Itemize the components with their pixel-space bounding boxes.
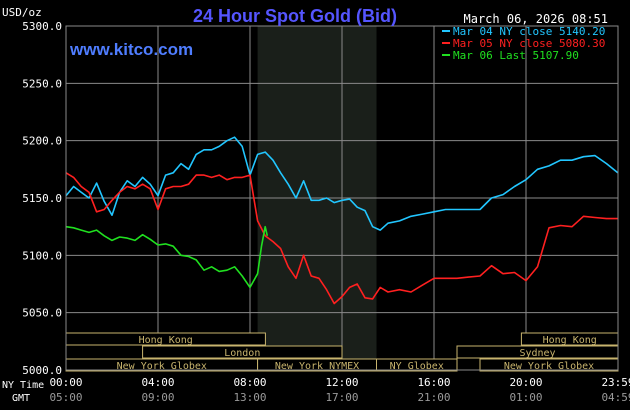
- y-tick-label: 5200.0: [22, 135, 62, 148]
- market-session-label: Hong Kong: [543, 335, 597, 346]
- x-tick-label-ny: 04:00: [141, 376, 174, 389]
- series-line: [65, 172, 618, 305]
- x-tick-label-gmt: 21:00: [417, 391, 450, 404]
- market-session-label: New York Globex: [117, 361, 207, 372]
- market-session-label: New York Globex: [504, 361, 594, 372]
- x-tick-label-ny: 23:59: [601, 376, 630, 389]
- x-tick-label-ny: 16:00: [417, 376, 450, 389]
- market-session-label: New York NYMEX: [275, 361, 359, 372]
- plot-border: [65, 25, 619, 371]
- market-session-label: NY Globex: [390, 361, 444, 372]
- x-tick-label-ny: 00:00: [49, 376, 82, 389]
- x-tick-label-gmt: 05:00: [49, 391, 82, 404]
- date-time-stamp: March 06, 2026 08:51: [464, 12, 609, 26]
- x-tick-label-gmt: 09:00: [141, 391, 174, 404]
- x-tick-label-gmt: 01:00: [509, 391, 542, 404]
- y-tick-label: 5300.0: [22, 20, 62, 33]
- x-tick-label-ny: 12:00: [325, 376, 358, 389]
- y-tick-label: 5150.0: [22, 192, 62, 205]
- x-tick-label-gmt: 13:00: [233, 391, 266, 404]
- series-line: [65, 136, 619, 231]
- gmt-label: GMT: [12, 393, 30, 404]
- ny-time-label: NY Time: [2, 380, 44, 391]
- y-axis-tick-labels: 5300.0 5250.0 5200.0 5150.0 5100.0 5050.0 5000…: [22, 20, 62, 377]
- y-tick-label: 5050.0: [22, 307, 62, 320]
- chart-title: 24 Hour Spot Gold (Bid): [193, 6, 397, 26]
- y-tick-label: 5250.0: [22, 77, 62, 90]
- website-link[interactable]: www.kitco.com: [69, 40, 193, 59]
- x-tick-label-ny: 08:00: [233, 376, 266, 389]
- market-session-bars: Hong Kong Hong Kong London Sydney New York G…: [65, 332, 619, 372]
- x-tick-label-gmt: 17:00: [325, 391, 358, 404]
- series-line: [65, 225, 269, 289]
- market-session-label: Sydney: [519, 348, 555, 359]
- legend-entry: Mar 04 NY close 5140.20: [453, 25, 605, 38]
- x-axis-tick-labels: 00:00 05:00 04:00 09:00 08:00 13:00 12:00 17:00…: [49, 376, 630, 404]
- market-session-bar: [142, 345, 343, 359]
- unit-label: USD/oz: [2, 6, 42, 19]
- y-tick-label: 5100.0: [22, 249, 62, 262]
- x-tick-label-ny: 20:00: [509, 376, 542, 389]
- market-session-label: Hong Kong: [139, 335, 193, 346]
- x-tick-label-gmt: 04:59: [601, 391, 630, 404]
- y-tick-label: 5000.0: [22, 364, 62, 377]
- market-session-label: London: [224, 348, 260, 359]
- price-series: [65, 136, 619, 305]
- legend-entry: Mar 06 Last 5107.90: [453, 49, 579, 62]
- market-session-bar: [376, 358, 458, 372]
- legend-entry: Mar 05 NY close 5080.30: [453, 37, 605, 50]
